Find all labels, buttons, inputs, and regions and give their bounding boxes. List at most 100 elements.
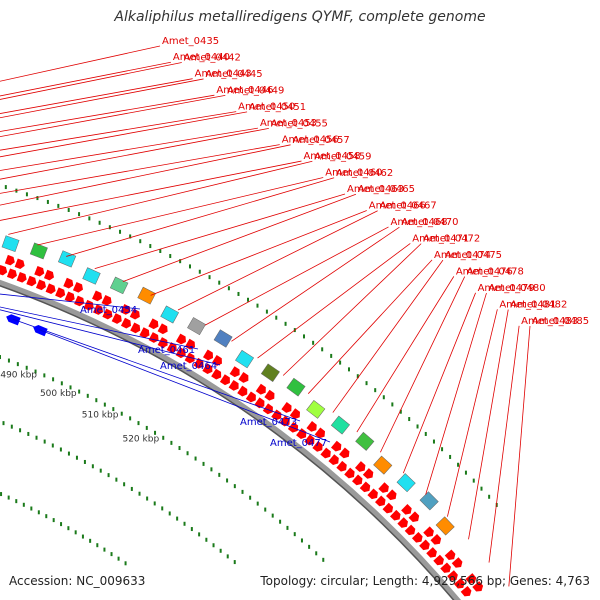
feature-block — [29, 242, 48, 260]
forward-gene-inner — [45, 283, 56, 295]
scale-dot — [103, 402, 106, 407]
scale-dot — [27, 431, 30, 436]
scale-dot — [162, 435, 165, 440]
scale-dot — [51, 443, 54, 448]
forward-gene-inner — [26, 275, 37, 287]
gene-label-forward: Amet_0485 — [532, 316, 589, 327]
scale-dot — [275, 315, 278, 320]
label-leader — [0, 62, 182, 100]
scale-dot — [67, 526, 70, 531]
reverse-gene — [6, 314, 21, 326]
forward-gene-inner — [237, 385, 248, 397]
scale-dot — [212, 543, 215, 548]
gene-label-forward: Amet_0468 — [391, 217, 448, 228]
forward-gene-outer — [306, 421, 317, 432]
scale-dot — [264, 507, 267, 512]
scale-dot — [488, 494, 491, 499]
gene-label-forward: Amet_0482 — [510, 300, 567, 311]
forward-gene-inner — [344, 467, 355, 479]
gene-label-forward: Amet_0476 — [456, 266, 513, 277]
label-leader — [66, 177, 335, 257]
scale-dot — [2, 421, 5, 426]
scale-dot — [286, 525, 289, 530]
label-leader — [39, 329, 331, 443]
feature-block-rect — [29, 242, 48, 260]
label-leader — [332, 259, 444, 413]
scale-dot — [218, 472, 221, 477]
label-leader — [0, 144, 280, 194]
scale-dot — [81, 534, 84, 539]
gene-label-forward: Amet_0446 — [216, 85, 273, 96]
forward-gene-outer — [386, 489, 397, 501]
forward-gene-outer — [202, 349, 214, 361]
forward-gene-outer — [423, 526, 434, 537]
gene-label-forward: Amet_0442 — [184, 52, 241, 63]
forward-gene-inner — [16, 272, 27, 283]
scale-tick-label: 490 kbp — [0, 371, 37, 381]
forward-gene-inner — [382, 502, 394, 514]
scale-dot — [37, 510, 40, 515]
scale-dot — [226, 554, 229, 559]
label-leader — [307, 259, 433, 394]
scale-dot — [57, 203, 60, 208]
scale-dot — [7, 358, 10, 363]
scale-dot — [86, 393, 89, 398]
feature-block-rect — [213, 329, 233, 348]
label-leader — [0, 111, 237, 151]
forward-gene-outer — [314, 427, 326, 439]
forward-gene-inner — [139, 327, 150, 339]
label-leader — [0, 61, 171, 97]
scale-dot — [178, 446, 181, 451]
scale-dot — [391, 402, 394, 407]
forward-gene-inner — [426, 547, 437, 558]
label-leader — [0, 160, 302, 221]
gene-label-forward: Amet_0450 — [238, 102, 295, 113]
forward-gene-outer — [175, 333, 186, 345]
scale-dot — [78, 389, 81, 394]
scale-dot — [45, 514, 48, 519]
scale-dot — [22, 502, 25, 507]
scale-dot — [315, 551, 318, 556]
gene-label-reverse: Amet_0464 — [160, 361, 217, 372]
page-title: Alkaliphilus metalliredigens QYMF, compl… — [114, 9, 486, 25]
scale-dot — [256, 303, 259, 308]
forward-gene-inner — [148, 332, 159, 343]
scale-dot — [0, 492, 3, 497]
feature-block-rect — [1, 235, 20, 252]
forward-gene-outer — [63, 277, 74, 289]
scale-dot — [322, 557, 325, 562]
label-leader — [150, 210, 367, 296]
gene-label-reverse: Amet_0461 — [138, 345, 195, 356]
forward-gene-inner — [202, 363, 213, 375]
gene-label-forward: Amet_0462 — [336, 168, 393, 179]
forward-gene-inner — [389, 509, 401, 521]
scale-dot — [161, 506, 164, 511]
forward-gene-inner — [453, 578, 465, 589]
forward-gene-inner — [219, 374, 230, 386]
scale-dot — [98, 220, 101, 225]
scale-dot — [107, 473, 110, 478]
forward-gene-outer — [408, 511, 420, 523]
scale-dot — [145, 425, 148, 430]
feature-block-rect — [235, 349, 255, 369]
scale-dot — [399, 409, 402, 414]
forward-gene-inner — [271, 409, 282, 421]
forward-gene-inner — [440, 562, 451, 573]
scale-dot — [249, 495, 252, 500]
forward-gene-outer — [401, 504, 412, 515]
forward-gene-outer — [92, 290, 103, 302]
forward-gene-inner — [328, 454, 339, 465]
gene-label-forward: Amet_0480 — [488, 283, 545, 294]
gene-label-forward: Amet_0456 — [282, 135, 339, 146]
gene-label-forward: Amet_0453 — [260, 118, 317, 129]
forward-gene-outer — [157, 323, 168, 335]
feature-block — [330, 415, 351, 435]
feature-block — [57, 250, 77, 268]
label-leader — [380, 276, 466, 453]
forward-gene-outer — [148, 318, 159, 330]
scale-dot — [119, 229, 122, 234]
scale-dot — [472, 478, 475, 483]
scale-dot — [233, 560, 236, 565]
label-leader — [8, 160, 313, 235]
